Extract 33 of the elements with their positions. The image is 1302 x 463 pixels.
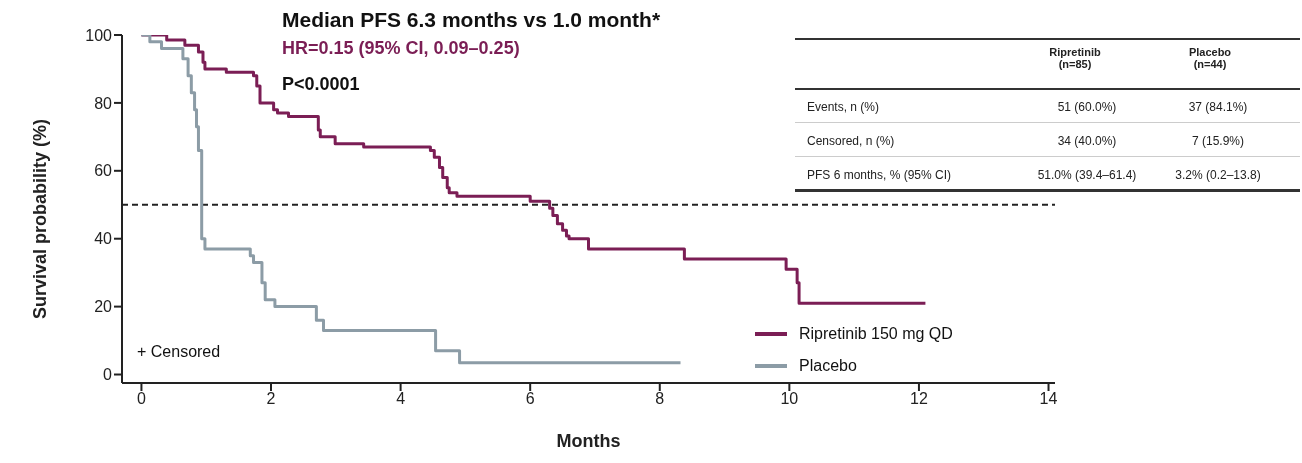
x-tick-label: 8 bbox=[655, 390, 665, 408]
chart-title: Median PFS 6.3 months vs 1.0 month* bbox=[282, 8, 661, 32]
x-tick-label: 14 bbox=[1039, 390, 1058, 408]
text: 37 (84.1%) bbox=[1187, 100, 1249, 114]
annotation: + Censored bbox=[137, 343, 221, 361]
annotation: PFS 6 months, % (95% CI) bbox=[806, 168, 953, 182]
y-tick-label: 40 bbox=[94, 230, 113, 248]
x-tick-label: 6 bbox=[525, 390, 535, 408]
y-tick-label: 100 bbox=[85, 26, 113, 44]
annotation: Censored, n (%) bbox=[806, 134, 896, 148]
annotation: 51.0% (39.4–61.4) bbox=[1037, 168, 1137, 182]
chart-subtitle: HR=0.15 (95% CI, 0.09–0.25) bbox=[282, 38, 520, 59]
x-axis-title: Months bbox=[556, 431, 621, 451]
x-tick-label: 12 bbox=[910, 390, 928, 408]
text: 51 (60.0%) bbox=[1056, 100, 1118, 114]
legend-label: Ripretinib 150 mg QD bbox=[799, 325, 953, 343]
y-tick-label: 60 bbox=[94, 162, 113, 180]
annotation: P<0.0001 bbox=[282, 74, 360, 95]
annotation: Events, n (%) bbox=[806, 100, 881, 114]
text: 3.2% (0.2–13.8) bbox=[1174, 168, 1262, 182]
annotation: Ripretinib (n=85) bbox=[1048, 46, 1102, 70]
text: 7 (15.9%) bbox=[1191, 134, 1245, 148]
x-tick-label: 10 bbox=[780, 390, 799, 408]
y-tick-label: 80 bbox=[94, 94, 113, 112]
x-tick-label: 4 bbox=[396, 390, 406, 408]
y-tick-label: 0 bbox=[103, 366, 113, 384]
x-tick-label: 0 bbox=[136, 390, 146, 408]
x-tick-label: 2 bbox=[266, 390, 276, 408]
text: 34 (40.0%) bbox=[1056, 134, 1118, 148]
legend-label: Placebo bbox=[799, 357, 857, 375]
text: Placebo (n=44) bbox=[1187, 46, 1233, 70]
y-axis-title: Survival probability (%) bbox=[30, 118, 51, 319]
y-tick-label: 20 bbox=[94, 298, 113, 316]
